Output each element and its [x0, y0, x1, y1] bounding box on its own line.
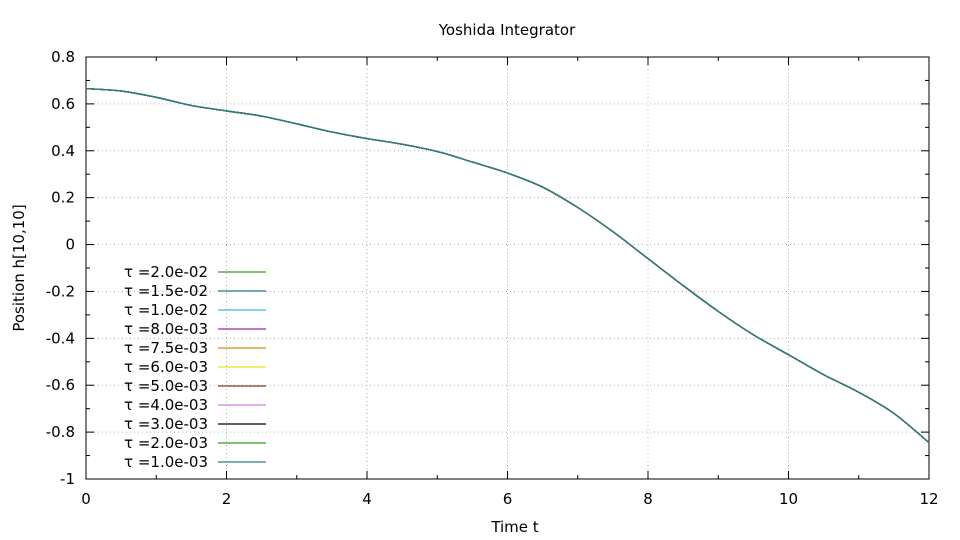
x-tick-label: 0 — [81, 490, 91, 508]
x-tick-label: 12 — [919, 490, 938, 508]
x-tick-label: 10 — [779, 490, 798, 508]
plot-area-frame — [85, 56, 930, 480]
x-tick-label: 6 — [503, 490, 513, 508]
legend-label: τ =7.5e-03 — [124, 339, 208, 357]
y-tick-label: -0.8 — [46, 423, 75, 441]
legend: τ =2.0e-02τ =1.5e-02τ =1.0e-02τ =8.0e-03… — [124, 263, 266, 471]
y-tick-label: -0.2 — [46, 282, 75, 300]
legend-label: τ =1.0e-02 — [124, 301, 208, 319]
legend-label: τ =2.0e-02 — [124, 263, 208, 281]
series-lines — [85, 88, 930, 444]
y-tick-label: -0.4 — [46, 329, 75, 347]
legend-label: τ =5.0e-03 — [124, 377, 208, 395]
chart-title: Yoshida Integrator — [438, 21, 576, 39]
y-tick-label: 0.6 — [51, 95, 75, 113]
x-tick-label: 2 — [222, 490, 232, 508]
axis-ticks: 0 2 4 6 8 10 12 0.8 0.6 0.4 0.2 0 -0.2 -0.4 -0.6 -0.8 -1 — [46, 48, 939, 508]
x-tick-label: 8 — [643, 490, 653, 508]
legend-label: τ =3.0e-03 — [124, 415, 208, 433]
y-tick-label: 0.8 — [51, 48, 75, 66]
x-axis-title: Time t — [490, 518, 538, 536]
legend-label: τ =6.0e-03 — [124, 358, 208, 376]
x-tick-label: 4 — [362, 490, 372, 508]
y-tick-label: -0.6 — [46, 376, 75, 394]
y-tick-label: 0.4 — [51, 142, 75, 160]
y-tick-label: 0 — [65, 236, 75, 254]
grid-lines — [86, 57, 929, 479]
legend-label: τ =1.0e-03 — [124, 453, 208, 471]
legend-label: τ =4.0e-03 — [124, 396, 208, 414]
legend-label: τ =1.5e-02 — [124, 282, 208, 300]
y-axis-title: Position h[10,10] — [10, 204, 28, 331]
y-tick-label: 0.2 — [51, 189, 75, 207]
series-line-10 — [85, 88, 930, 444]
y-tick-label: -1 — [60, 470, 75, 488]
legend-label: τ =8.0e-03 — [124, 320, 208, 338]
legend-label: τ =2.0e-03 — [124, 434, 208, 452]
